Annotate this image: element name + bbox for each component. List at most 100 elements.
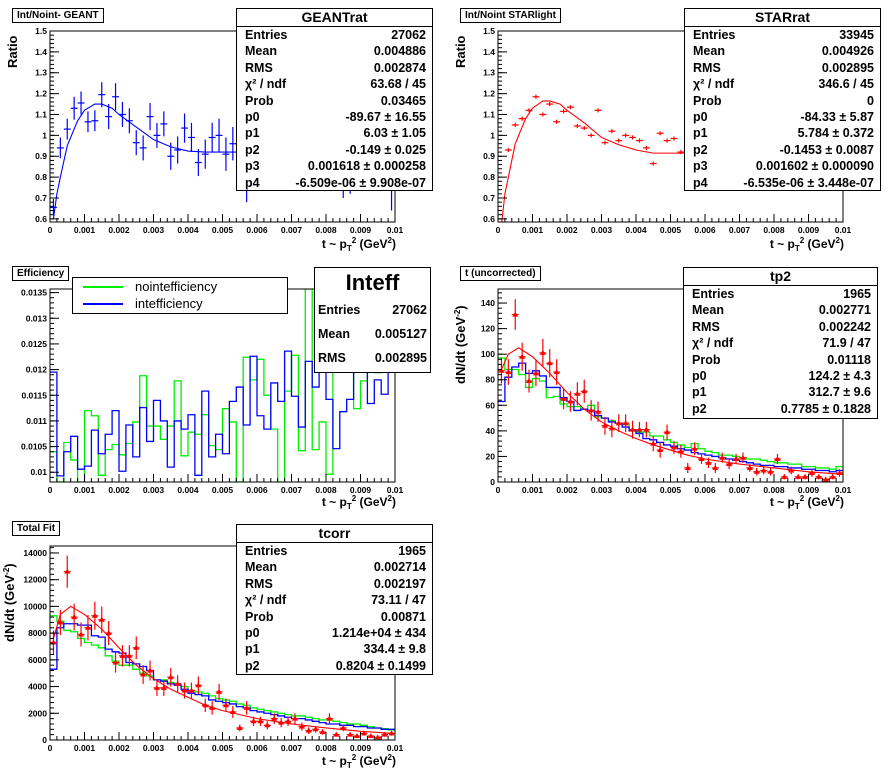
y-tick-label: 1.1 [483, 109, 495, 119]
stats-value: 0.002895 [821, 60, 874, 75]
data-point [91, 110, 99, 132]
data-point [642, 421, 650, 438]
data-point [518, 116, 526, 121]
star-marker [795, 473, 802, 479]
stats-label: p2 [693, 142, 708, 157]
data-point [77, 622, 85, 647]
stats-value: -89.67 ± 16.55 [345, 109, 426, 124]
data-point [684, 462, 692, 474]
y-tick-label: 1 [490, 130, 495, 140]
data-point [339, 724, 347, 732]
star-marker [174, 680, 181, 686]
stats-value: -6.509e-06 ± 9.908e-07 [295, 175, 426, 190]
data-point [139, 135, 147, 161]
star-marker [305, 727, 312, 733]
stats-value: 27062 [392, 303, 427, 317]
stats-row: Mean 0.004926 [685, 43, 880, 59]
data-point [201, 139, 209, 169]
data-point [546, 101, 554, 107]
star-marker [181, 687, 188, 693]
stats-value: 312.7 ± 9.6 [808, 385, 871, 400]
xlabel-text: t ~ p [321, 495, 347, 509]
x-tick-label: 0.002 [556, 485, 578, 495]
pad1-title: Int/Noint- GEANT [12, 8, 104, 23]
x-tick-label: 0.005 [212, 743, 234, 753]
star-marker [319, 728, 326, 734]
star-marker [216, 688, 223, 694]
stats-box-starrat: STARrat Entries 33945 Mean 0.004926 RMS 0.002… [684, 8, 881, 191]
data-point [146, 660, 154, 681]
y-tick-label: 0.7 [35, 193, 47, 203]
data-point [670, 136, 678, 141]
xlabel-close: ) [840, 495, 844, 509]
stats-row: χ² / ndf 73.11 / 47 [237, 592, 432, 608]
star-marker [719, 454, 726, 460]
legend-swatch-blue [83, 302, 123, 305]
stats-label: RMS [245, 60, 273, 75]
x-tick-label: 0.001 [74, 743, 96, 753]
stats-row: p2 -0.149 ± 0.025 [237, 142, 432, 158]
data-point [636, 421, 643, 438]
stats-title: GEANTrat [237, 9, 432, 27]
data-point [63, 118, 71, 140]
x-tick-label: 0.01 [387, 485, 404, 495]
stats-row: χ² / ndf 346.6 / 45 [685, 76, 880, 92]
data-point [573, 382, 581, 406]
stats-row: p1 5.784 ± 0.372 [685, 125, 880, 141]
data-point [691, 442, 699, 456]
stats-label: Entries [318, 303, 361, 317]
data-point [105, 104, 113, 130]
y-tick-label: 40 [486, 426, 496, 436]
y-tick-label: 0.0135 [21, 288, 47, 298]
stats-row: p0 -89.67 ± 16.55 [237, 109, 432, 125]
data-point [153, 679, 161, 696]
series-layer [50, 289, 395, 482]
pad2-xlabel: t ~ pT2 (GeV2) [770, 237, 844, 253]
x-tick-label: 0.009 [350, 225, 372, 235]
stats-value: 0.004886 [373, 44, 426, 59]
stats-value: 0 [867, 93, 874, 108]
stats-row: RMS 0.002895 [315, 346, 430, 370]
y-tick-label: 1.3 [483, 68, 495, 78]
y-tick-label: 1.3 [35, 68, 47, 78]
stats-label: Mean [693, 44, 725, 59]
data-point [760, 466, 768, 475]
stats-row: χ² / ndf 63.68 / 45 [237, 76, 432, 92]
x-tick-label: 0.004 [177, 225, 199, 235]
data-point [215, 118, 223, 153]
stats-label: Prob [245, 609, 274, 624]
star-marker [326, 715, 333, 721]
star-marker [726, 461, 733, 467]
fit-curve-fit [52, 605, 395, 735]
stats-label: Mean [245, 44, 277, 59]
xlabel-unit-sup: 2 [387, 236, 392, 245]
data-point [112, 652, 119, 673]
stats-row: Mean 0.002771 [684, 302, 877, 318]
stats-label: RMS [245, 576, 273, 591]
star-marker [822, 476, 829, 482]
x-tick-label: 0.009 [350, 743, 372, 753]
data-point [594, 401, 602, 422]
star-marker [271, 715, 278, 721]
stats-value: 63.68 / 45 [370, 77, 426, 92]
data-point [629, 135, 636, 140]
x-tick-label: 0.01 [387, 743, 404, 753]
stats-label: Prob [693, 93, 722, 108]
xlabel-close: ) [392, 754, 396, 768]
ylabel-text: dN/dt (GeV [2, 574, 17, 642]
star-marker [601, 422, 608, 428]
stats-value: 1.214e+04 ± 434 [331, 625, 426, 640]
x-tick-label: 0.001 [522, 485, 544, 495]
x-tick-label: 0.001 [74, 225, 96, 235]
star-marker [532, 370, 539, 376]
stats-label: Mean [245, 560, 277, 575]
x-tick-label: 0.007 [729, 485, 751, 495]
xlabel-text: t ~ p [769, 495, 795, 509]
xlabel-unit: (GeV [804, 237, 836, 251]
x-tick-label: 0.006 [694, 225, 716, 235]
star-marker [374, 734, 381, 740]
data-point [236, 724, 244, 732]
star-marker [588, 407, 595, 413]
stats-row: p0 -84.33 ± 5.87 [685, 109, 880, 125]
stats-label: p0 [245, 625, 260, 640]
